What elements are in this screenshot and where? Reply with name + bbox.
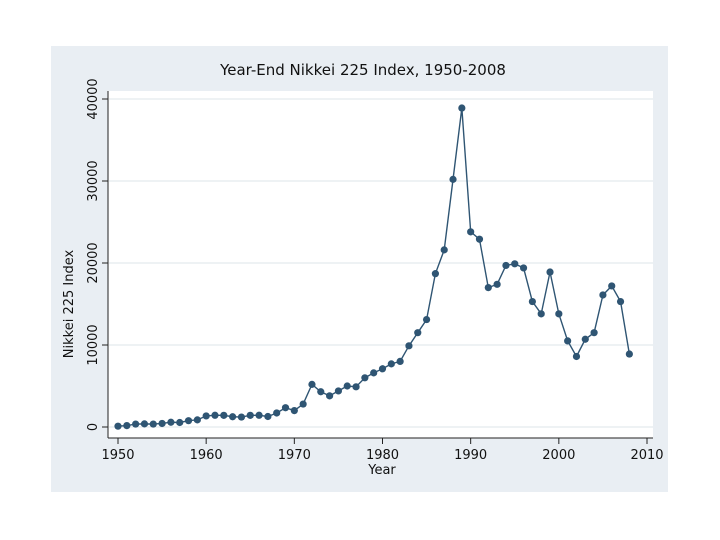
data-point xyxy=(378,365,387,373)
data-point xyxy=(237,413,246,421)
data-point xyxy=(246,411,254,419)
data-point xyxy=(184,417,193,425)
x-tick-label: 2010 xyxy=(630,448,663,463)
y-axis: 0 10000 20000 30000 40000 xyxy=(86,78,108,431)
data-point xyxy=(343,382,351,390)
data-point xyxy=(229,413,237,421)
data-points xyxy=(114,104,633,430)
data-point xyxy=(132,420,140,428)
data-point xyxy=(502,261,510,270)
data-point xyxy=(370,369,378,377)
data-point xyxy=(590,329,598,337)
x-tick-label: 2000 xyxy=(542,448,575,463)
x-tick-label: 1980 xyxy=(366,448,399,463)
data-point xyxy=(396,357,404,365)
data-point xyxy=(123,422,131,430)
data-point xyxy=(211,411,219,419)
line-chart: 1950 1960 1970 1980 1990 2000 2010 0 10000 20000… xyxy=(62,61,664,478)
data-point xyxy=(572,352,581,361)
gridlines xyxy=(109,98,653,428)
data-point xyxy=(581,335,589,343)
data-point xyxy=(564,337,572,345)
plot-area xyxy=(108,91,653,438)
data-point xyxy=(299,400,307,408)
data-point xyxy=(449,175,457,183)
x-axis: 1950 1960 1970 1980 1990 2000 2010 xyxy=(101,438,664,463)
data-point xyxy=(149,420,157,428)
data-point xyxy=(616,297,625,306)
data-point xyxy=(273,409,281,417)
y-axis-title: Nikkei 225 Index xyxy=(62,249,77,358)
data-point xyxy=(484,284,492,292)
data-point xyxy=(387,360,395,368)
data-point xyxy=(308,380,316,388)
chart-title: Year-End Nikkei 225 Index, 1950-2008 xyxy=(219,61,506,79)
x-axis-title: Year xyxy=(367,463,396,478)
x-tick-label: 1970 xyxy=(278,448,311,463)
data-point xyxy=(537,310,545,318)
y-tick-label: 40000 xyxy=(86,78,101,119)
data-point xyxy=(625,350,633,358)
data-point xyxy=(599,291,607,299)
y-tick-label: 0 xyxy=(86,423,101,431)
data-point xyxy=(317,388,325,396)
data-point xyxy=(431,270,439,278)
y-tick-label: 10000 xyxy=(86,324,101,365)
data-point xyxy=(405,342,413,350)
y-tick-label: 20000 xyxy=(86,242,101,283)
data-point xyxy=(458,104,466,112)
data-point xyxy=(220,411,228,419)
data-point xyxy=(546,268,554,276)
chart-background: 1950 1960 1970 1980 1990 2000 2010 0 10000 20000… xyxy=(51,46,668,492)
data-point xyxy=(519,264,528,272)
data-point xyxy=(608,282,616,290)
data-point xyxy=(440,246,448,254)
data-point xyxy=(290,407,298,415)
x-tick-label: 1960 xyxy=(190,448,223,463)
data-point xyxy=(352,383,360,391)
data-point xyxy=(264,412,272,421)
data-point xyxy=(475,235,484,243)
data-point xyxy=(176,418,184,427)
data-point xyxy=(511,260,519,268)
x-tick-label: 1950 xyxy=(101,448,134,463)
y-tick-label: 30000 xyxy=(86,160,101,201)
data-point xyxy=(414,329,422,337)
data-point xyxy=(555,310,563,318)
data-point xyxy=(334,387,343,395)
data-point xyxy=(114,422,122,430)
data-point xyxy=(528,297,536,306)
data-point xyxy=(422,315,431,324)
data-point xyxy=(140,420,149,428)
data-point xyxy=(167,418,175,426)
data-point xyxy=(493,280,501,288)
data-point xyxy=(467,228,475,236)
data-point xyxy=(202,412,210,420)
data-point xyxy=(158,419,166,428)
data-point xyxy=(326,392,334,400)
data-point xyxy=(193,416,201,424)
x-tick-label: 1990 xyxy=(454,448,487,463)
data-point xyxy=(361,374,369,382)
data-point xyxy=(255,411,263,419)
data-point xyxy=(281,404,290,412)
